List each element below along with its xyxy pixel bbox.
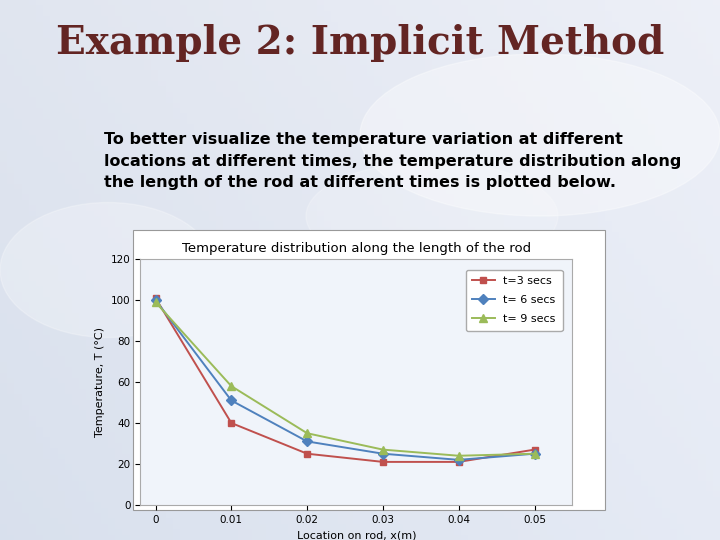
- t= 9 secs: [530, 450, 539, 457]
- t= 6 secs: [454, 457, 463, 463]
- t= 9 secs: [303, 430, 312, 436]
- X-axis label: Location on rod, x(m): Location on rod, x(m): [297, 530, 416, 540]
- t= 9 secs: [454, 453, 463, 459]
- t= 6 secs: [303, 438, 312, 444]
- t= 6 secs: [530, 450, 539, 457]
- Ellipse shape: [306, 162, 558, 270]
- Legend: t=3 secs, t= 6 secs, t= 9 secs: t=3 secs, t= 6 secs, t= 9 secs: [466, 269, 562, 331]
- Ellipse shape: [360, 54, 720, 216]
- Text: To better visualize the temperature variation at different
locations at differen: To better visualize the temperature vari…: [104, 132, 682, 191]
- t= 6 secs: [379, 450, 387, 457]
- t= 6 secs: [227, 397, 235, 404]
- t=3 secs: [151, 295, 160, 301]
- Line: t= 9 secs: t= 9 secs: [151, 298, 539, 460]
- t=3 secs: [227, 420, 235, 426]
- t=3 secs: [303, 450, 312, 457]
- t= 9 secs: [379, 447, 387, 453]
- t= 9 secs: [227, 383, 235, 389]
- Line: t=3 secs: t=3 secs: [152, 295, 538, 465]
- Ellipse shape: [0, 202, 216, 338]
- Line: t= 6 secs: t= 6 secs: [152, 296, 538, 463]
- t=3 secs: [379, 458, 387, 465]
- t=3 secs: [530, 447, 539, 453]
- t= 9 secs: [151, 299, 160, 306]
- t= 6 secs: [151, 297, 160, 303]
- Text: Example 2: Implicit Method: Example 2: Implicit Method: [56, 24, 664, 62]
- t=3 secs: [454, 458, 463, 465]
- Title: Temperature distribution along the length of the rod: Temperature distribution along the lengt…: [182, 242, 531, 255]
- Y-axis label: Temperature, T (°C): Temperature, T (°C): [95, 327, 105, 437]
